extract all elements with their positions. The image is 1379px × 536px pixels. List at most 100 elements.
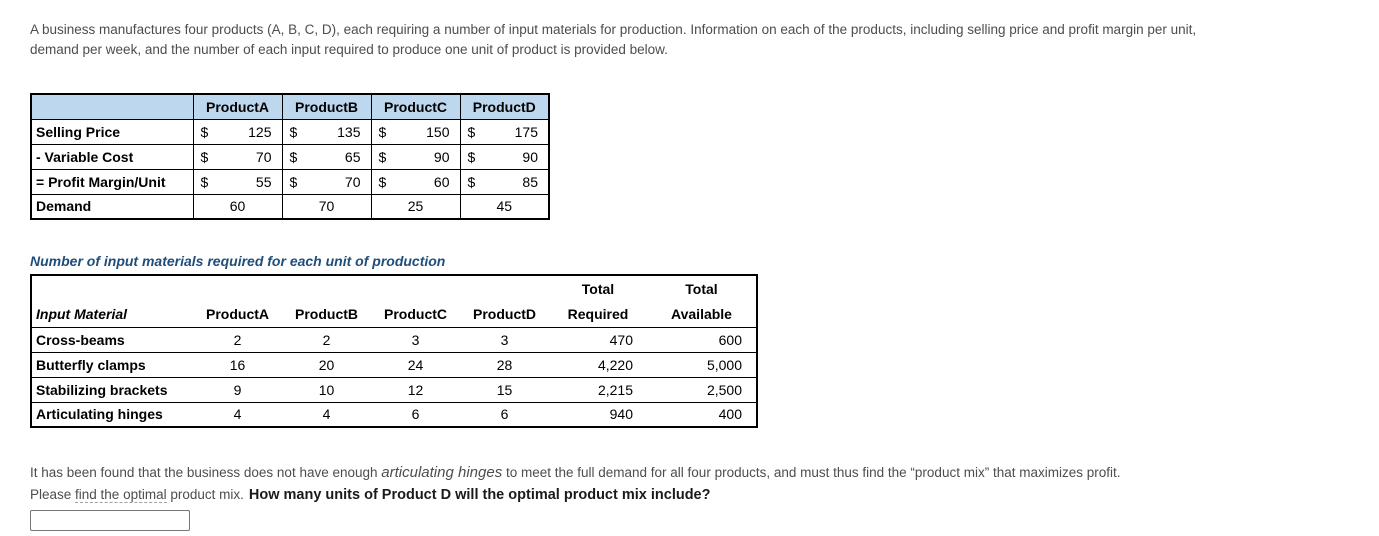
total-available-cell: 400	[647, 402, 757, 428]
column-header-product-b: ProductB	[282, 301, 371, 328]
value-cell: 3	[460, 327, 549, 353]
value-cell: $65	[281, 143, 372, 170]
currency-symbol: $	[378, 123, 387, 140]
column-header-product-c: ProductC	[371, 301, 460, 328]
total-required-cell: 470	[549, 327, 647, 353]
column-header-product-b: ProductB	[281, 93, 372, 120]
value-cell: 45	[459, 193, 550, 220]
table-row: Butterfly clamps 16 20 24 28 4,220 5,000	[31, 352, 757, 378]
materials-table-title: Number of input materials required for e…	[30, 253, 446, 269]
emphasis-articulating-hinges: articulating hinges	[381, 464, 503, 481]
value-cell: 16	[193, 352, 282, 378]
value-cell: 9	[193, 377, 282, 403]
column-header-product-c: ProductC	[370, 93, 461, 120]
currency-symbol: $	[378, 148, 387, 165]
table-header-row: Input Material ProductA ProductB Product…	[31, 301, 757, 328]
question-line-1: It has been found that the business does…	[30, 462, 1369, 484]
value-cell: 2	[282, 327, 371, 353]
table-row: Cross-beams 2 2 3 3 470 600	[31, 327, 757, 353]
cell-value: 70	[255, 148, 272, 165]
total-header: Total	[685, 280, 718, 297]
table-header-row: ProductA ProductB ProductC ProductD	[30, 93, 550, 120]
intro-line-1: A business manufactures four products (A…	[30, 22, 1197, 37]
value-cell: 2	[193, 327, 282, 353]
currency-symbol: $	[200, 173, 209, 190]
materials-table: Total Total Input Material ProductA Prod…	[30, 274, 758, 428]
row-label: Selling Price	[30, 118, 194, 145]
dashed-underline-text: find the optimal	[75, 487, 167, 503]
answer-area	[30, 510, 1369, 531]
value-cell: $125	[192, 118, 283, 145]
row-label: Butterfly clamps	[31, 352, 193, 378]
value-cell: $135	[281, 118, 372, 145]
currency-symbol: $	[289, 148, 298, 165]
value-cell: $90	[370, 143, 461, 170]
answer-input[interactable]	[30, 510, 190, 531]
empty-cell	[193, 275, 282, 301]
value-cell: 6	[460, 402, 549, 428]
value-cell: 10	[282, 377, 371, 403]
value-cell: 4	[193, 402, 282, 428]
intro-line-2: demand per week, and the number of each …	[30, 42, 668, 57]
value-cell: 28	[460, 352, 549, 378]
currency-symbol: $	[289, 173, 298, 190]
value-cell: $55	[192, 168, 283, 195]
currency-symbol: $	[467, 148, 476, 165]
total-required-cell: 4,220	[549, 352, 647, 378]
value-cell: $70	[192, 143, 283, 170]
column-header-input-material: Input Material	[31, 301, 193, 328]
row-label: Cross-beams	[31, 327, 193, 353]
value-cell: $175	[459, 118, 550, 145]
currency-symbol: $	[200, 123, 209, 140]
empty-cell	[282, 275, 371, 301]
table-row: Stabilizing brackets 9 10 12 15 2,215 2,…	[31, 377, 757, 403]
value-cell: 70	[281, 193, 372, 220]
column-header-empty	[30, 93, 194, 120]
value-cell: 4	[282, 402, 371, 428]
value-cell: 60	[192, 193, 283, 220]
cell-value: 150	[426, 123, 450, 140]
cell-value: 85	[522, 173, 538, 190]
products-table: ProductA ProductB ProductC ProductD Sell…	[30, 93, 550, 220]
column-header-total-available: Available	[647, 301, 757, 328]
total-available-cell: 5,000	[647, 352, 757, 378]
currency-symbol: $	[200, 148, 209, 165]
total-required-cell: 940	[549, 402, 647, 428]
text-segment: to meet the full demand for all four pro…	[502, 465, 1121, 480]
cell-value: 135	[337, 123, 361, 140]
value-cell: $85	[459, 168, 550, 195]
cell-value: 125	[248, 123, 272, 140]
empty-cell	[460, 275, 549, 301]
cell-value: 55	[255, 173, 272, 190]
total-header: Total	[581, 280, 615, 297]
total-available-cell: 2,500	[647, 377, 757, 403]
value-cell: $150	[370, 118, 461, 145]
currency-symbol: $	[467, 173, 476, 190]
text-segment: It has been found that the business does…	[30, 465, 382, 480]
value-cell: 25	[370, 193, 461, 220]
table-row: Articulating hinges 4 4 6 6 940 400	[31, 402, 757, 428]
value-cell: $60	[370, 168, 461, 195]
row-label: Demand	[30, 193, 194, 220]
row-label: = Profit Margin/Unit	[30, 168, 194, 195]
currency-symbol: $	[378, 173, 387, 190]
value-cell: 24	[371, 352, 460, 378]
value-cell: 6	[371, 402, 460, 428]
table-row: Selling Price $125 $135 $150 $175	[30, 118, 550, 145]
table-row: = Profit Margin/Unit $55 $70 $60 $85	[30, 168, 550, 195]
empty-cell	[31, 275, 193, 301]
value-cell: 3	[371, 327, 460, 353]
value-cell: $90	[459, 143, 550, 170]
column-header-product-a: ProductA	[192, 93, 283, 120]
column-header-product-d: ProductD	[459, 93, 550, 120]
cell-value: 65	[344, 148, 361, 165]
intro-text: A business manufactures four products (A…	[30, 20, 1369, 60]
empty-cell	[371, 275, 460, 301]
column-header-product-a: ProductA	[193, 301, 282, 328]
row-label: - Variable Cost	[30, 143, 194, 170]
row-label: Articulating hinges	[31, 402, 193, 428]
question-text: It has been found that the business does…	[30, 462, 1369, 506]
text-segment: Please	[30, 487, 76, 502]
value-cell: 15	[460, 377, 549, 403]
